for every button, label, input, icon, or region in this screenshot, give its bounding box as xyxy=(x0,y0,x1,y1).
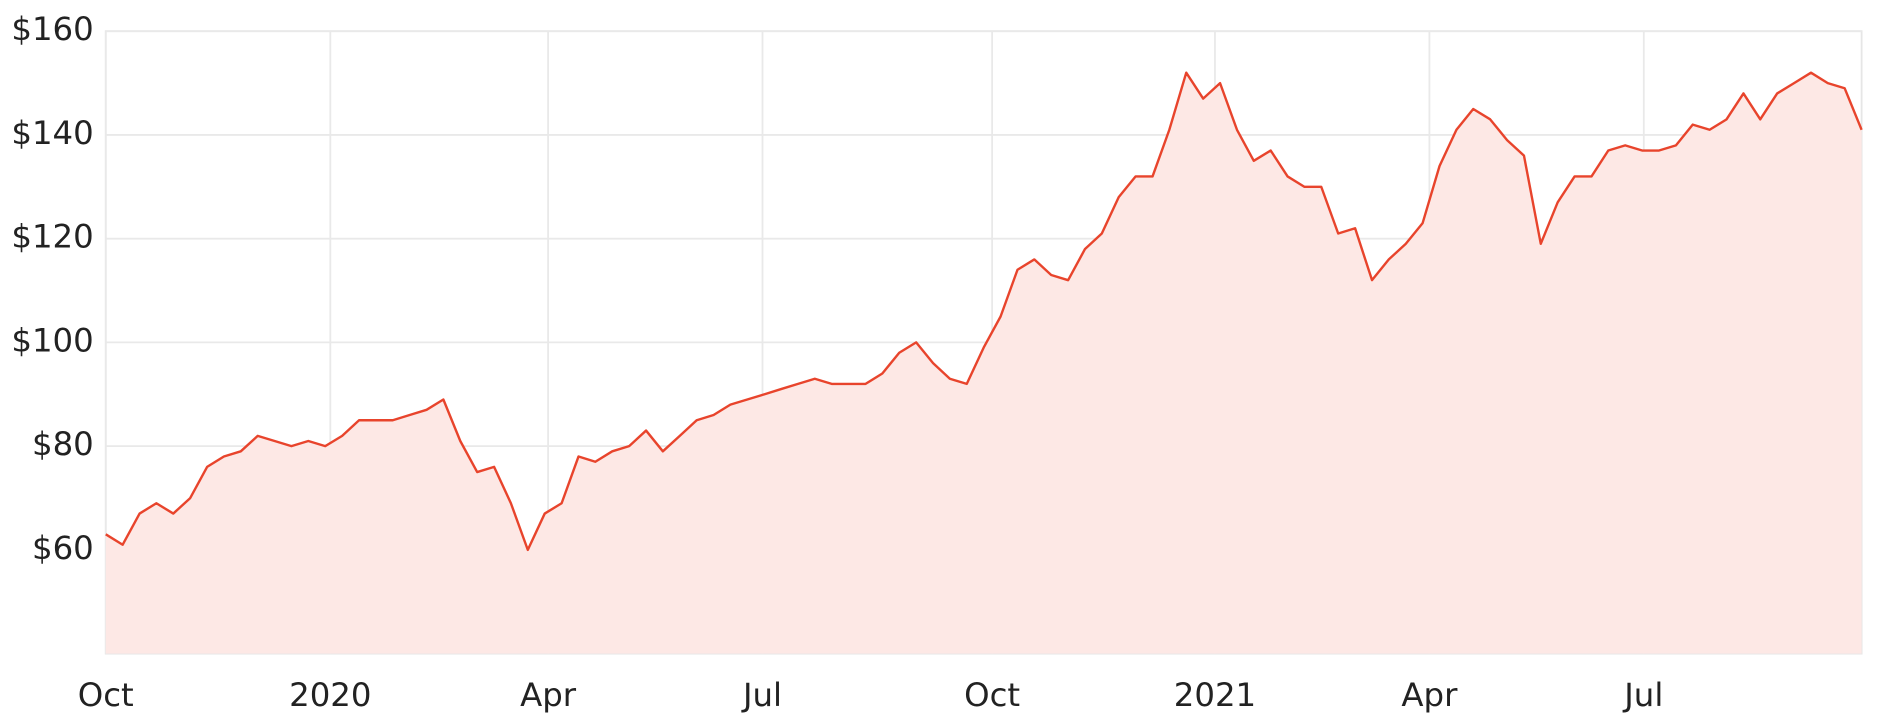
x-tick-label: Jul xyxy=(741,676,782,714)
x-tick-label: Apr xyxy=(1401,676,1458,714)
x-tick-label: Oct xyxy=(78,676,134,714)
x-tick-label: Oct xyxy=(964,676,1020,714)
y-tick-label: $60 xyxy=(32,529,94,567)
y-tick-label: $80 xyxy=(32,425,94,463)
x-tick-label: Apr xyxy=(520,676,577,714)
y-tick-label: $100 xyxy=(11,321,93,359)
x-tick-label: 2020 xyxy=(289,676,371,714)
y-tick-label: $160 xyxy=(11,10,93,48)
y-tick-label: $140 xyxy=(11,114,93,152)
price-line xyxy=(105,71,1863,552)
x-tick-label: 2021 xyxy=(1174,676,1256,714)
x-tick-label: Jul xyxy=(1622,676,1663,714)
area-fill xyxy=(105,72,1862,654)
y-tick-label: $120 xyxy=(11,218,93,256)
